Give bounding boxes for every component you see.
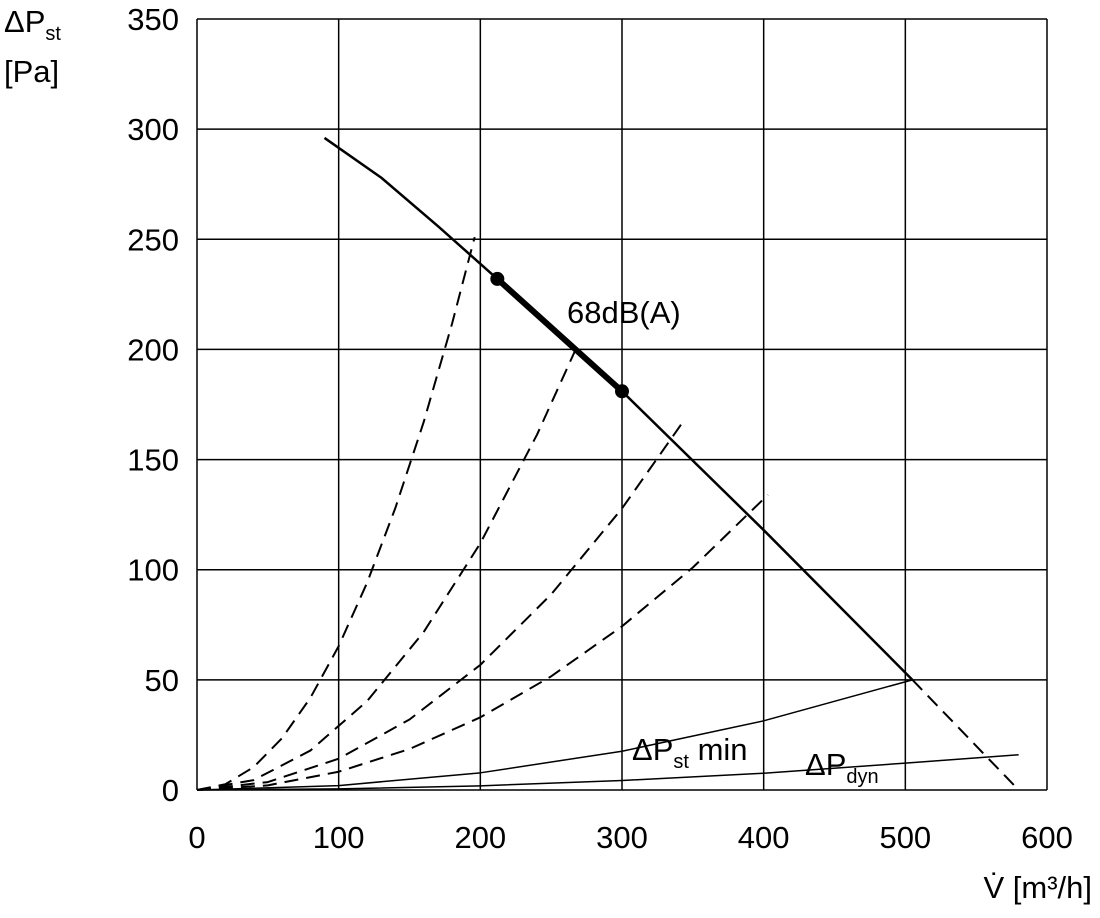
y-tick-label: 300 xyxy=(127,112,179,147)
y-axis-label: ΔPst xyxy=(4,4,61,45)
x-tick-label: 0 xyxy=(188,820,205,855)
curve xyxy=(196,494,769,791)
y-label-main: ΔP xyxy=(4,4,45,39)
label-main: ΔP xyxy=(632,732,673,767)
x-axis-label: V̇ [m³/h] xyxy=(983,870,1092,905)
y-tick-label: 150 xyxy=(127,443,179,478)
y-tick-label: 50 xyxy=(145,663,179,698)
x-tick-label: 300 xyxy=(596,820,648,855)
y-label-sub: st xyxy=(45,23,61,45)
curve xyxy=(495,276,625,394)
curve-label: ΔPdyn xyxy=(805,747,879,788)
curve xyxy=(911,679,1020,791)
point xyxy=(490,271,505,286)
label-main: ΔP xyxy=(805,747,846,782)
y-axis-unit: [Pa] xyxy=(4,54,59,89)
point xyxy=(615,384,629,399)
curve xyxy=(196,236,476,791)
curve-label: ΔPst min xyxy=(632,732,748,773)
curve-label: 68dB(A) xyxy=(567,295,681,330)
x-tick-label: 600 xyxy=(1021,820,1073,855)
y-tick-label: 350 xyxy=(127,2,179,37)
curve xyxy=(323,136,914,681)
y-tick-label: 0 xyxy=(162,773,179,808)
curve xyxy=(196,754,1019,791)
x-tick-label: 500 xyxy=(879,820,931,855)
label-sub: st xyxy=(673,751,689,773)
x-tick-label: 200 xyxy=(454,820,506,855)
x-tick-label: 400 xyxy=(738,820,790,855)
label-main: 68dB(A) xyxy=(567,295,681,330)
y-tick-label: 200 xyxy=(127,332,179,367)
y-tick-label: 250 xyxy=(127,222,179,257)
y-tick-label: 100 xyxy=(127,553,179,588)
x-tick-label: 100 xyxy=(313,820,365,855)
curve xyxy=(196,419,686,791)
curve xyxy=(196,679,913,791)
label-sub: dyn xyxy=(846,766,878,788)
curve xyxy=(196,346,578,791)
label-suffix: min xyxy=(689,732,748,767)
